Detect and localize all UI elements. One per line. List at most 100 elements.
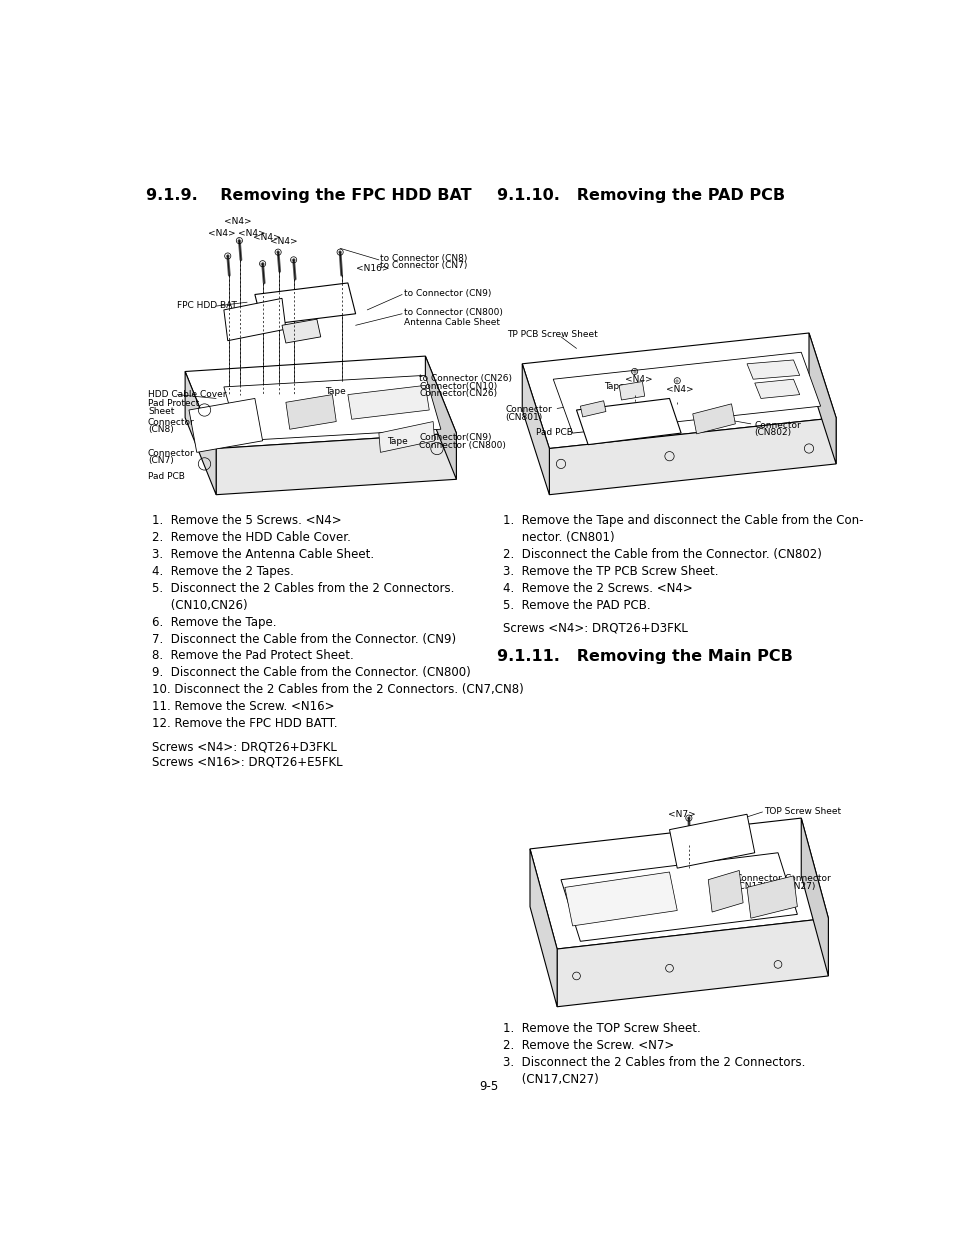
Polygon shape [216, 433, 456, 495]
Text: Connector: Connector [754, 421, 801, 430]
Polygon shape [521, 333, 835, 448]
Text: (CN27): (CN27) [783, 882, 815, 890]
Polygon shape [185, 356, 456, 448]
Text: HDD Cable Cover: HDD Cable Cover [148, 390, 226, 399]
Text: Tape: Tape [386, 437, 407, 446]
Text: 2.  Remove the Screw. <N7>: 2. Remove the Screw. <N7> [502, 1039, 674, 1052]
Text: Screws <N4>: DRQT26+D3FKL
Screws <N16>: DRQT26+E5FKL: Screws <N4>: DRQT26+D3FKL Screws <N16>: … [152, 740, 342, 768]
Text: 4.  Remove the 2 Screws. <N4>: 4. Remove the 2 Screws. <N4> [502, 582, 692, 595]
Polygon shape [521, 364, 549, 495]
Text: 11. Remove the Screw. <N16>: 11. Remove the Screw. <N16> [152, 700, 334, 714]
Polygon shape [801, 818, 827, 976]
Polygon shape [224, 375, 440, 441]
Polygon shape [564, 872, 677, 926]
Polygon shape [553, 352, 820, 433]
Polygon shape [579, 401, 605, 417]
Text: TOP Screw Sheet: TOP Screw Sheet [763, 806, 841, 815]
Text: Screws <N4>: DRQT26+D3FKL: Screws <N4>: DRQT26+D3FKL [502, 621, 687, 635]
Text: (CN802): (CN802) [754, 429, 791, 437]
Text: Tape: Tape [603, 382, 623, 390]
Text: Sheet: Sheet [148, 406, 174, 416]
Text: nector. (CN801): nector. (CN801) [502, 531, 614, 543]
Polygon shape [224, 299, 286, 341]
Text: to Connector (CN8): to Connector (CN8) [380, 254, 467, 263]
Text: <N4>: <N4> [253, 233, 280, 242]
Polygon shape [560, 852, 797, 941]
Polygon shape [808, 333, 835, 464]
Polygon shape [425, 356, 456, 479]
Text: 12. Remove the FPC HDD BATT.: 12. Remove the FPC HDD BATT. [152, 718, 337, 730]
Text: 1.  Remove the 5 Screws. <N4>: 1. Remove the 5 Screws. <N4> [152, 514, 341, 527]
Polygon shape [746, 876, 797, 918]
Text: Connector (CN800): Connector (CN800) [418, 441, 505, 450]
Polygon shape [378, 421, 435, 452]
Polygon shape [530, 848, 557, 1007]
Text: <N4>: <N4> [224, 217, 252, 226]
Text: <N4>: <N4> [208, 228, 235, 238]
Text: Tape: Tape [324, 387, 345, 396]
Text: (CN7): (CN7) [148, 456, 173, 466]
Polygon shape [754, 379, 799, 399]
Polygon shape [549, 417, 835, 495]
Text: FPC HDD BAT: FPC HDD BAT [177, 300, 237, 310]
Text: Connector: Connector [783, 873, 830, 883]
Text: <N4>: <N4> [237, 228, 265, 238]
Text: 5.  Disconnect the 2 Cables from the 2 Connectors.: 5. Disconnect the 2 Cables from the 2 Co… [152, 582, 454, 595]
Polygon shape [692, 404, 735, 433]
Text: Connector: Connector [735, 873, 781, 883]
Polygon shape [254, 283, 355, 325]
Text: <N4>: <N4> [665, 384, 693, 394]
Text: 10. Disconnect the 2 Cables from the 2 Connectors. (CN7,CN8): 10. Disconnect the 2 Cables from the 2 C… [152, 683, 523, 697]
Text: to Connector (CN26): to Connector (CN26) [418, 374, 512, 383]
Polygon shape [746, 359, 799, 379]
Text: 3.  Disconnect the 2 Cables from the 2 Connectors.: 3. Disconnect the 2 Cables from the 2 Co… [502, 1056, 804, 1070]
Text: Connector(CN26): Connector(CN26) [418, 389, 497, 398]
Text: 3.  Remove the Antenna Cable Sheet.: 3. Remove the Antenna Cable Sheet. [152, 548, 374, 561]
Text: to Connector (CN800): to Connector (CN800) [403, 309, 502, 317]
Text: 2.  Disconnect the Cable from the Connector. (CN802): 2. Disconnect the Cable from the Connect… [502, 548, 821, 561]
Text: Pad Protect: Pad Protect [148, 399, 199, 409]
Text: (CN801): (CN801) [505, 412, 542, 422]
Text: Antenna Cable Sheet: Antenna Cable Sheet [403, 317, 499, 326]
Polygon shape [185, 372, 216, 495]
Polygon shape [576, 399, 680, 445]
Text: 9.1.9.    Removing the FPC HDD BAT: 9.1.9. Removing the FPC HDD BAT [146, 188, 472, 204]
Text: Connector: Connector [148, 417, 194, 427]
Text: Connector(CN10): Connector(CN10) [418, 382, 497, 390]
Text: 6.  Remove the Tape.: 6. Remove the Tape. [152, 615, 276, 629]
Text: (CN8): (CN8) [148, 425, 173, 435]
Text: <N4>: <N4> [624, 375, 652, 384]
Text: Connector: Connector [148, 448, 194, 457]
Polygon shape [348, 385, 429, 419]
Polygon shape [557, 918, 827, 1007]
Text: TP PCB Screw Sheet: TP PCB Screw Sheet [506, 330, 597, 338]
Text: Pad PCB: Pad PCB [536, 429, 573, 437]
Text: 9.  Disconnect the Cable from the Connector. (CN800): 9. Disconnect the Cable from the Connect… [152, 667, 470, 679]
Text: to Connector (CN9): to Connector (CN9) [403, 289, 491, 298]
Text: Pad PCB: Pad PCB [148, 472, 185, 480]
Polygon shape [618, 382, 644, 400]
Text: (CN10,CN26): (CN10,CN26) [152, 599, 247, 611]
Text: <N4>: <N4> [270, 237, 297, 246]
Polygon shape [282, 319, 320, 343]
Text: 1.  Remove the TOP Screw Sheet.: 1. Remove the TOP Screw Sheet. [502, 1023, 700, 1035]
Text: 9-5: 9-5 [478, 1079, 498, 1093]
Polygon shape [707, 871, 742, 911]
Text: 1.  Remove the Tape and disconnect the Cable from the Con-: 1. Remove the Tape and disconnect the Ca… [502, 514, 862, 527]
Text: <N16>: <N16> [355, 264, 389, 273]
Text: Connector(CN9): Connector(CN9) [418, 433, 491, 442]
Polygon shape [189, 399, 262, 452]
Text: 2.  Remove the HDD Cable Cover.: 2. Remove the HDD Cable Cover. [152, 531, 351, 543]
Text: Connector: Connector [505, 405, 552, 415]
Text: 4.  Remove the 2 Tapes.: 4. Remove the 2 Tapes. [152, 564, 294, 578]
Text: 3.  Remove the TP PCB Screw Sheet.: 3. Remove the TP PCB Screw Sheet. [502, 564, 718, 578]
Polygon shape [669, 814, 754, 868]
Text: to Connector (CN7): to Connector (CN7) [380, 262, 467, 270]
Text: <N7>: <N7> [667, 810, 695, 819]
Text: 9.1.11.   Removing the Main PCB: 9.1.11. Removing the Main PCB [497, 648, 793, 663]
Text: (CN17): (CN17) [735, 882, 766, 890]
Text: (CN17,CN27): (CN17,CN27) [502, 1073, 598, 1086]
Polygon shape [286, 395, 335, 430]
Text: 5.  Remove the PAD PCB.: 5. Remove the PAD PCB. [502, 599, 650, 611]
Text: 7.  Disconnect the Cable from the Connector. (CN9): 7. Disconnect the Cable from the Connect… [152, 632, 456, 646]
